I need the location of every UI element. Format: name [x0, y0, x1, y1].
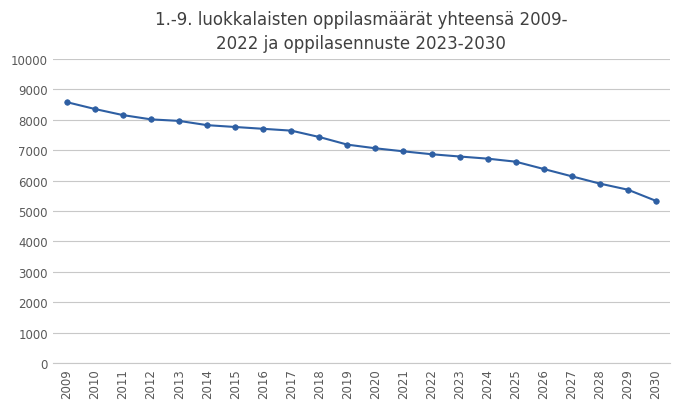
Title: 1.-9. luokkalaisten oppilasmäärät yhteensä 2009-
2022 ja oppilasennuste 2023-203: 1.-9. luokkalaisten oppilasmäärät yhteen…	[155, 11, 568, 53]
